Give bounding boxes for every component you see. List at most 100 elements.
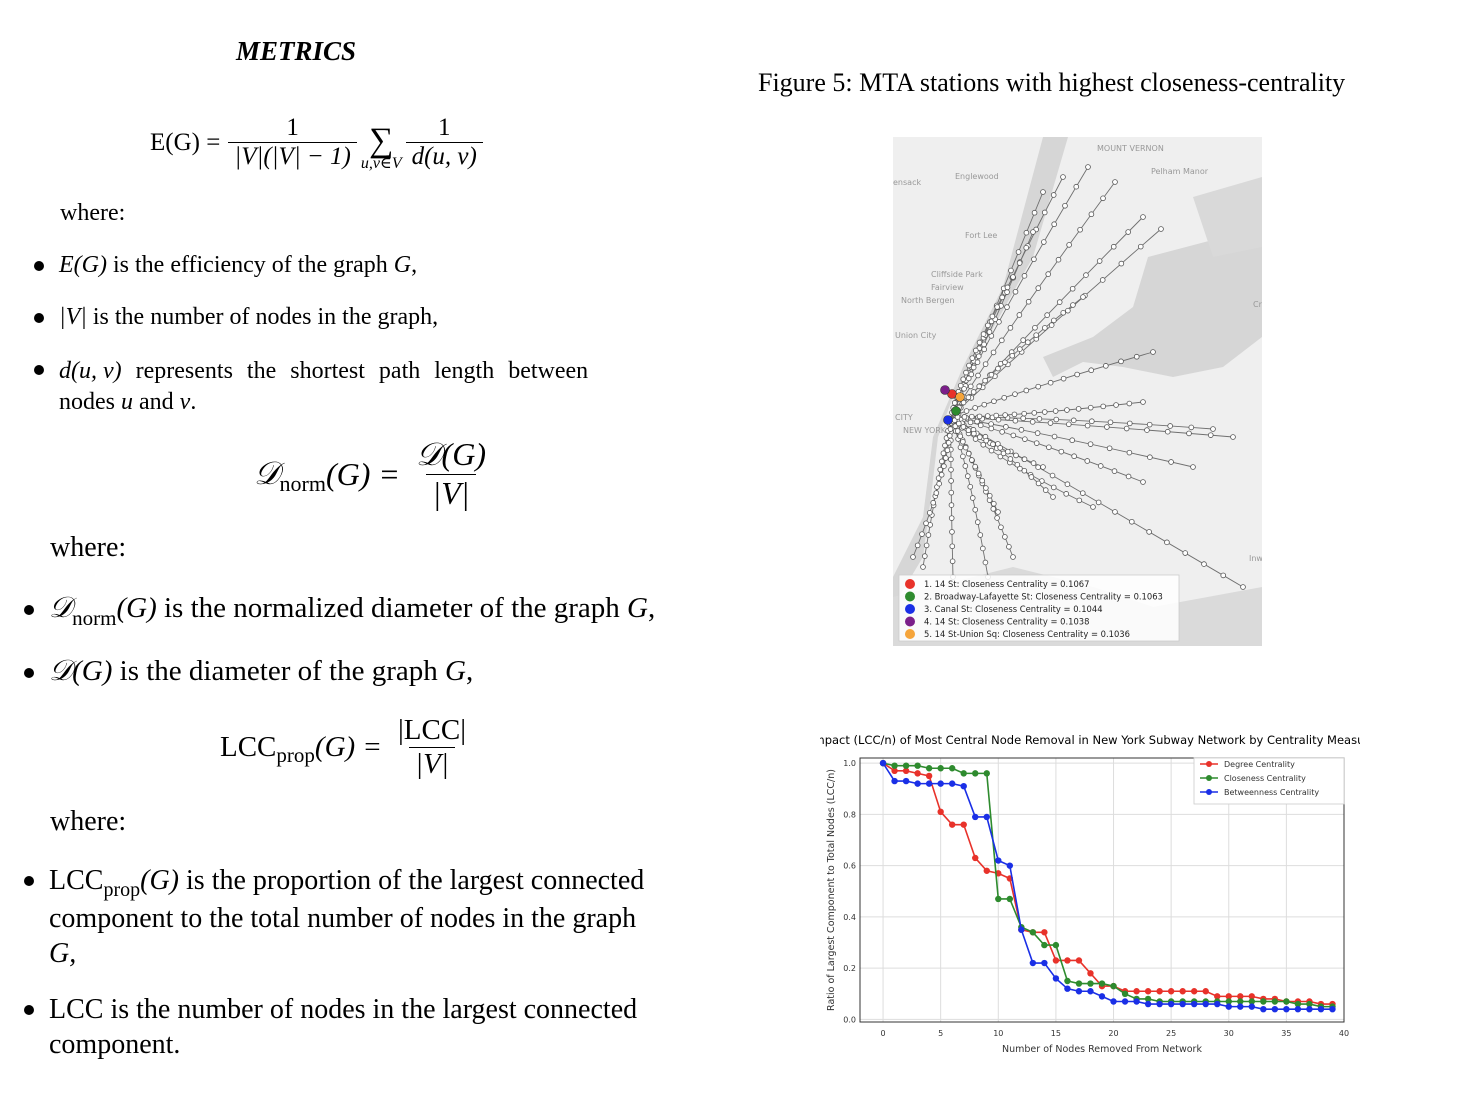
station-marker — [1041, 239, 1047, 245]
station-marker — [996, 319, 1002, 325]
station-marker — [981, 401, 988, 408]
x-tick-label: 5 — [938, 1029, 943, 1038]
bullet-dot — [24, 876, 34, 886]
axis-ticks: 0 5 10 15 20 25 30 35 40 0.0 0.2 0.4 0.6 0.8 1.0 — [843, 759, 1349, 1038]
station-marker — [999, 429, 1005, 435]
station-marker — [1048, 322, 1055, 328]
station-marker — [1126, 400, 1133, 407]
station-marker — [1028, 474, 1035, 480]
data-point — [1041, 941, 1048, 949]
station-marker — [976, 383, 983, 390]
y-tick-label: 0.6 — [843, 862, 856, 871]
map-place-label: CITY — [895, 413, 913, 422]
station-marker — [1018, 427, 1025, 433]
station-marker — [919, 531, 925, 537]
station-marker — [920, 564, 926, 570]
station-marker — [949, 558, 956, 565]
station-marker — [1077, 226, 1083, 233]
data-point — [1225, 1003, 1232, 1010]
station-marker — [1112, 509, 1118, 515]
map-place-label: Cliffside Park — [931, 270, 983, 279]
station-marker — [1021, 467, 1028, 474]
station-marker — [957, 444, 964, 451]
station-marker — [977, 434, 983, 440]
data-point — [925, 765, 933, 772]
station-marker — [1023, 244, 1030, 251]
station-marker — [937, 466, 944, 473]
station-marker — [972, 506, 979, 513]
station-marker — [985, 322, 991, 329]
station-marker — [1100, 403, 1106, 410]
x-tick-label: 40 — [1339, 1029, 1349, 1038]
bullet-dot — [24, 605, 34, 615]
station-marker — [1070, 302, 1076, 308]
station-marker — [995, 416, 1002, 423]
data-point — [1306, 1005, 1313, 1013]
data-point — [1018, 926, 1025, 933]
station-marker — [1065, 307, 1071, 314]
station-marker — [1012, 288, 1019, 295]
station-marker — [1020, 415, 1026, 422]
station-marker — [1088, 367, 1095, 374]
map-place-label: Fairview — [931, 283, 964, 292]
station-marker — [1118, 358, 1124, 365]
station-marker — [990, 349, 997, 356]
station-marker — [938, 471, 945, 478]
bullet-efficiency: E(G) is the efficiency of the graph G, — [34, 252, 417, 279]
top-station-marker — [940, 385, 950, 395]
lcc-removal-chart: Impact (LCC/n) of Most Central Node Remo… — [820, 733, 1360, 1055]
station-marker — [1069, 437, 1075, 444]
where-label-3: where: — [50, 806, 127, 837]
station-marker — [1031, 209, 1038, 216]
station-marker — [1065, 421, 1072, 428]
station-marker — [1031, 410, 1038, 416]
station-marker — [1006, 544, 1012, 550]
data-point — [1167, 988, 1175, 995]
station-marker — [954, 428, 961, 434]
station-marker — [1240, 584, 1246, 590]
station-marker — [1071, 453, 1077, 460]
station-marker — [1090, 504, 1096, 510]
station-marker — [982, 377, 988, 384]
y-axis-label: Ratio of Largest Component to Total Node… — [826, 769, 837, 1011]
station-marker — [1040, 464, 1046, 470]
station-marker — [965, 375, 972, 382]
station-marker — [951, 400, 958, 406]
station-marker — [983, 437, 989, 444]
station-marker — [960, 453, 966, 460]
station-marker — [976, 339, 983, 346]
y-tick-label: 0.2 — [843, 964, 856, 973]
station-marker — [1050, 192, 1057, 198]
data-point — [891, 767, 898, 775]
bullet-lcc-proportion: LCCprop(G) is the proportion of the larg… — [24, 863, 684, 971]
station-marker — [1041, 209, 1048, 216]
station-marker — [1001, 394, 1007, 401]
station-marker — [1013, 452, 1019, 459]
y-tick-label: 0.8 — [843, 810, 856, 819]
station-marker — [969, 413, 975, 420]
station-marker — [975, 470, 982, 477]
station-marker — [1056, 299, 1063, 305]
station-marker — [1144, 427, 1150, 433]
station-marker — [981, 341, 987, 348]
data-point — [1052, 957, 1060, 964]
station-marker — [1188, 424, 1195, 431]
station-marker — [1020, 337, 1026, 343]
data-point — [948, 780, 956, 787]
data-point — [960, 770, 967, 777]
station-marker — [1023, 229, 1030, 236]
data-point — [1087, 980, 1094, 987]
station-marker — [1089, 418, 1095, 425]
data-point — [1006, 862, 1014, 869]
data-point — [1064, 957, 1071, 964]
station-marker — [1051, 433, 1058, 440]
station-marker — [995, 365, 1001, 372]
station-marker — [1230, 434, 1236, 440]
station-marker — [1129, 518, 1135, 525]
station-marker — [998, 524, 1004, 531]
station-marker — [1146, 421, 1153, 428]
data-point — [1294, 1000, 1302, 1008]
data-point — [972, 854, 979, 862]
station-marker — [974, 359, 981, 365]
station-marker — [976, 413, 983, 420]
